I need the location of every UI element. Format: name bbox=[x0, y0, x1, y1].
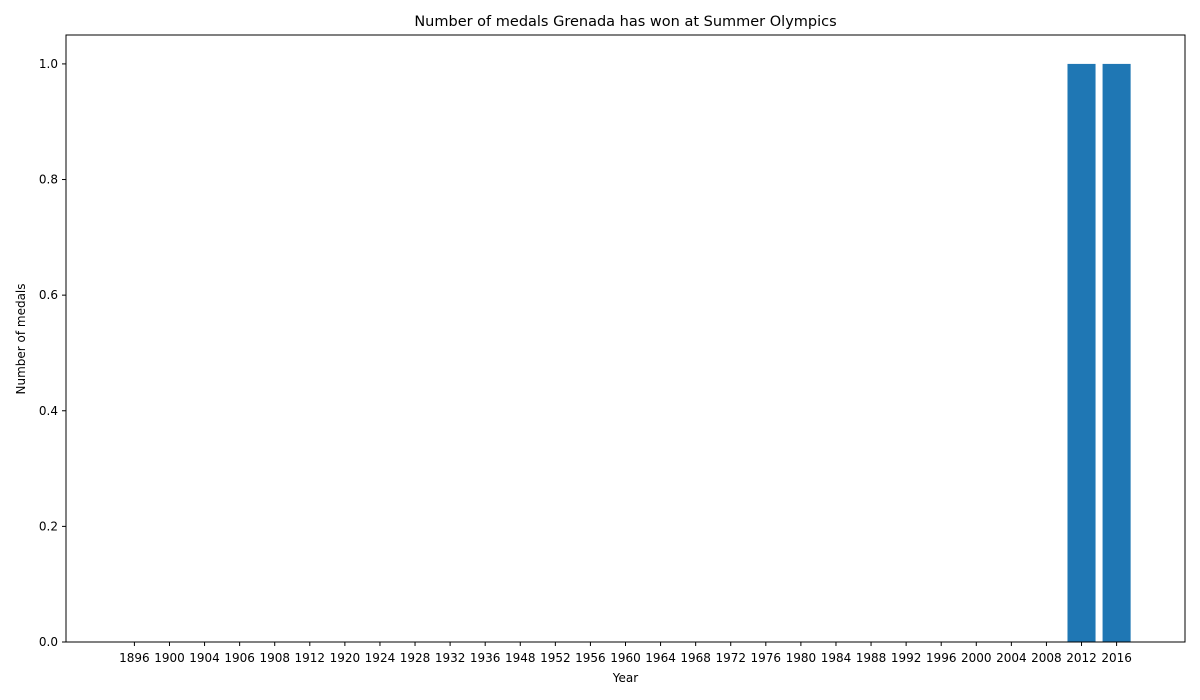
x-tick-label-1920: 1920 bbox=[330, 651, 361, 665]
plot-area: 1896 1900 1904 1906 1908 1912 1920 1924 1928 1932… bbox=[39, 34, 1186, 665]
x-tick-label-1984: 1984 bbox=[821, 651, 852, 665]
x-tick-label-1968: 1968 bbox=[680, 651, 711, 665]
x-tick-label-1976: 1976 bbox=[751, 651, 782, 665]
x-tick-label-1932: 1932 bbox=[435, 651, 466, 665]
x-tick-label-1896: 1896 bbox=[119, 651, 150, 665]
x-tick-label-1952: 1952 bbox=[540, 651, 571, 665]
x-axis-label: Year bbox=[612, 671, 638, 685]
x-tick-label-1900: 1900 bbox=[154, 651, 185, 665]
y-tick-label-1.0: 1.0 bbox=[39, 57, 58, 71]
x-tick-label-1956: 1956 bbox=[575, 651, 606, 665]
x-tick-label-1904: 1904 bbox=[189, 651, 220, 665]
x-tick-label-1960: 1960 bbox=[610, 651, 641, 665]
x-tick-label-1964: 1964 bbox=[645, 651, 676, 665]
y-tick-label-0.0: 0.0 bbox=[39, 635, 58, 649]
y-tick-label-0.8: 0.8 bbox=[39, 173, 58, 187]
x-tick-label-1928: 1928 bbox=[400, 651, 431, 665]
x-tick-label-1996: 1996 bbox=[926, 651, 957, 665]
x-tick-label-2000: 2000 bbox=[961, 651, 992, 665]
x-tick-label-1992: 1992 bbox=[891, 651, 922, 665]
plot-frame bbox=[65, 34, 1186, 643]
y-tick-label-0.2: 0.2 bbox=[39, 519, 58, 533]
x-tick-label-1924: 1924 bbox=[365, 651, 396, 665]
bar-2016 bbox=[1102, 63, 1131, 642]
x-tick-label-1936: 1936 bbox=[470, 651, 501, 665]
x-tick-label-1988: 1988 bbox=[856, 651, 887, 665]
x-tick-label-2004: 2004 bbox=[996, 651, 1027, 665]
x-tick-label-1972: 1972 bbox=[715, 651, 746, 665]
x-tick-label-1908: 1908 bbox=[259, 651, 290, 665]
x-tick-label-2008: 2008 bbox=[1031, 651, 1062, 665]
x-tick-label-1948: 1948 bbox=[505, 651, 536, 665]
x-tick-label-1912: 1912 bbox=[295, 651, 326, 665]
bar-2012 bbox=[1067, 63, 1096, 642]
x-tick-label-1906: 1906 bbox=[224, 651, 255, 665]
y-axis-label: Number of medals bbox=[14, 283, 28, 394]
x-tick-label-2012: 2012 bbox=[1066, 651, 1097, 665]
x-tick-label-2016: 2016 bbox=[1101, 651, 1132, 665]
y-tick-label-0.6: 0.6 bbox=[39, 288, 58, 302]
chart-title: Number of medals Grenada has won at Summ… bbox=[414, 14, 836, 30]
y-tick-label-0.4: 0.4 bbox=[39, 404, 58, 418]
x-tick-label-1980: 1980 bbox=[786, 651, 817, 665]
